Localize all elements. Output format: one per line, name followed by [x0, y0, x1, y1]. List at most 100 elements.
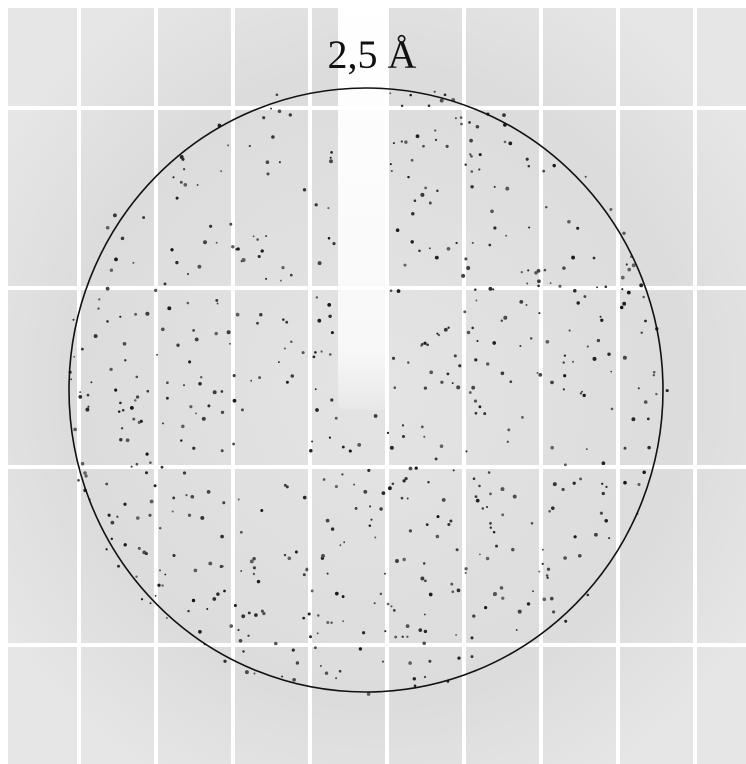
spot	[392, 482, 395, 485]
spot	[187, 610, 189, 612]
spot	[479, 153, 482, 156]
spot	[416, 134, 420, 138]
spot	[238, 499, 240, 501]
spot	[547, 568, 550, 571]
spot	[198, 630, 202, 634]
spot	[396, 228, 400, 232]
spot	[231, 245, 234, 248]
spot	[136, 395, 139, 398]
spot	[290, 341, 293, 344]
spot	[532, 590, 534, 592]
spot	[527, 602, 530, 605]
spot	[414, 199, 417, 202]
spot	[464, 257, 467, 260]
spot	[600, 319, 603, 322]
spot	[583, 394, 586, 397]
spot	[253, 573, 255, 575]
spot	[315, 388, 317, 390]
spot	[568, 329, 570, 331]
spot	[393, 609, 396, 612]
spot	[183, 168, 185, 170]
spot	[111, 521, 115, 525]
spot	[317, 614, 319, 616]
spot	[450, 583, 453, 586]
spot	[538, 312, 540, 314]
spot	[563, 374, 566, 377]
spot	[428, 660, 431, 663]
spot	[259, 313, 262, 316]
spot	[253, 235, 255, 237]
spot	[206, 608, 208, 610]
spot	[188, 514, 191, 517]
spot	[318, 261, 322, 265]
spot	[605, 486, 607, 488]
panel-gap-vertical	[693, 0, 697, 764]
spot	[223, 590, 226, 593]
spot	[77, 479, 80, 482]
spot	[388, 486, 392, 490]
spot	[131, 466, 133, 468]
spot	[516, 629, 518, 631]
spot	[250, 559, 254, 563]
spot	[571, 256, 575, 260]
spot	[327, 573, 329, 575]
spot	[471, 170, 474, 173]
spot	[547, 577, 549, 579]
spot	[501, 320, 503, 322]
spot	[329, 437, 331, 439]
spot	[451, 590, 454, 593]
spot	[281, 676, 283, 678]
spot	[486, 557, 490, 561]
spot	[530, 337, 533, 340]
spot	[546, 574, 549, 577]
spot	[97, 308, 99, 310]
spot	[83, 471, 87, 475]
spot	[314, 646, 317, 649]
spot	[424, 187, 427, 190]
spot	[507, 441, 509, 443]
spot	[279, 161, 281, 163]
spot	[217, 303, 219, 305]
spot	[423, 562, 425, 564]
spot	[573, 535, 576, 538]
spot	[586, 448, 588, 450]
spot	[390, 163, 392, 165]
spot	[147, 390, 150, 393]
spot	[342, 620, 344, 622]
spot	[519, 345, 521, 347]
spot	[469, 391, 472, 394]
spot	[505, 235, 507, 237]
spot	[572, 361, 574, 363]
spot	[414, 684, 417, 687]
spot	[466, 450, 468, 452]
spot	[105, 548, 107, 550]
spot	[641, 332, 643, 334]
spot	[198, 382, 202, 386]
panel-gap-horizontal	[0, 465, 746, 469]
spot	[453, 469, 455, 471]
spot	[192, 447, 195, 450]
spot	[567, 220, 571, 224]
spot	[285, 321, 288, 324]
spot	[476, 125, 480, 129]
spot	[444, 328, 448, 332]
spot	[234, 604, 237, 607]
spot	[387, 603, 390, 606]
spot	[109, 368, 112, 371]
spot	[423, 436, 425, 438]
spot	[564, 463, 567, 466]
spot	[236, 313, 240, 317]
spot	[328, 237, 331, 240]
spot	[245, 670, 249, 674]
spot	[161, 584, 163, 586]
spot	[468, 121, 471, 124]
spot	[321, 350, 323, 352]
spot	[302, 351, 305, 354]
spot	[482, 507, 484, 509]
spot	[192, 599, 195, 602]
spot	[562, 266, 565, 269]
spot	[602, 492, 605, 495]
spot	[256, 238, 259, 241]
spot	[493, 592, 497, 596]
spot	[270, 108, 272, 110]
